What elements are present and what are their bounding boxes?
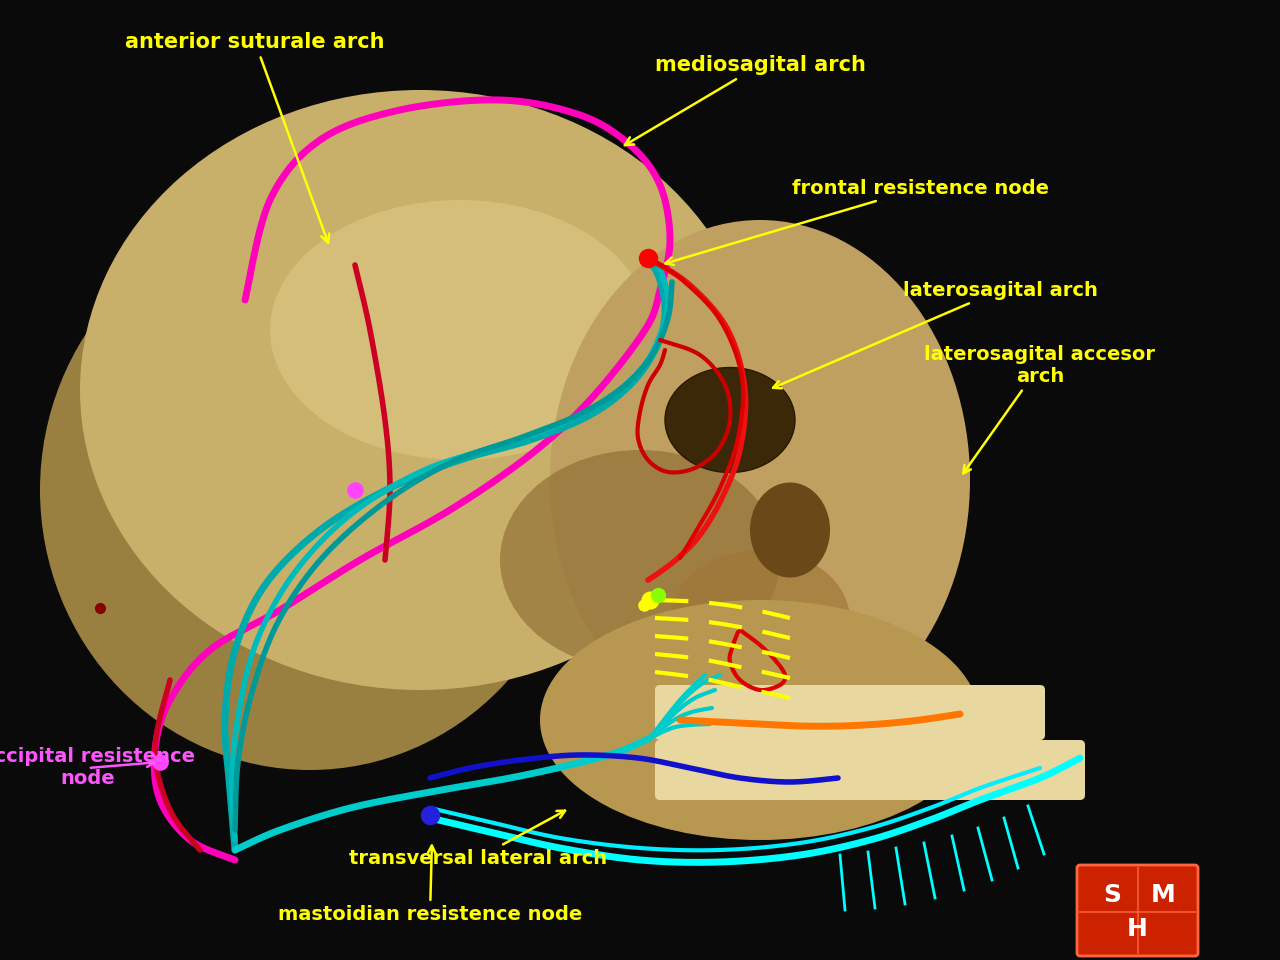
- Ellipse shape: [550, 220, 970, 740]
- Ellipse shape: [270, 200, 650, 460]
- Ellipse shape: [669, 550, 850, 690]
- Ellipse shape: [750, 483, 829, 578]
- Text: laterosagital accesor
arch: laterosagital accesor arch: [924, 345, 1156, 473]
- FancyBboxPatch shape: [655, 740, 1085, 800]
- Text: S: S: [1103, 883, 1121, 907]
- Ellipse shape: [540, 600, 980, 840]
- Text: mastoidian resistence node: mastoidian resistence node: [278, 846, 582, 924]
- FancyBboxPatch shape: [1076, 865, 1198, 956]
- Text: frontal resistence node: frontal resistence node: [666, 179, 1048, 265]
- Ellipse shape: [666, 368, 795, 472]
- Ellipse shape: [79, 90, 760, 690]
- Ellipse shape: [40, 210, 580, 770]
- FancyBboxPatch shape: [655, 685, 1044, 740]
- Text: anterior suturale arch: anterior suturale arch: [125, 32, 385, 243]
- Text: occipital resistence
node: occipital resistence node: [0, 748, 195, 788]
- Text: M: M: [1151, 883, 1175, 907]
- Ellipse shape: [500, 450, 780, 670]
- Text: H: H: [1128, 917, 1148, 941]
- Text: mediosagital arch: mediosagital arch: [625, 55, 865, 145]
- Text: laterosagital arch: laterosagital arch: [773, 280, 1097, 388]
- Text: transversal lateral arch: transversal lateral arch: [349, 810, 607, 868]
